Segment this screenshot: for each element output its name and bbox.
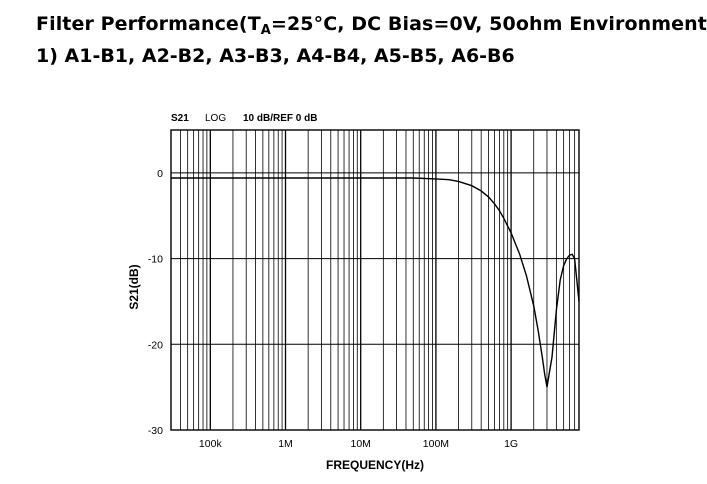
chart-grid bbox=[171, 130, 579, 430]
x-axis-label: FREQUENCY(Hz) bbox=[326, 458, 424, 472]
y-tick-label: -20 bbox=[148, 339, 163, 351]
x-tick-label: 100k bbox=[199, 438, 223, 450]
y-tick-label: -30 bbox=[148, 425, 163, 437]
chart-subtitle: 1) A1-B1, A2-B2, A3-B3, A4-B4, A5-B5, A6… bbox=[36, 45, 515, 67]
x-tick-label: 1M bbox=[278, 438, 293, 450]
x-tick-label: 100M bbox=[423, 438, 449, 450]
plot-frame bbox=[170, 129, 580, 431]
header-format: LOG bbox=[205, 113, 226, 124]
header-param: S21 bbox=[171, 113, 189, 124]
x-tick-labels: 100k 1M 10M 100M 1G bbox=[199, 438, 518, 450]
header-scale: 10 dB/REF 0 dB bbox=[243, 113, 317, 124]
x-tick-label: 10M bbox=[350, 438, 370, 450]
chart-title: Filter Performance(TA=25°C, DC Bias=0V, … bbox=[36, 13, 707, 38]
x-tick-label: 1G bbox=[504, 438, 518, 450]
y-tick-label: 0 bbox=[157, 168, 163, 180]
y-axis-label: S21(dB) bbox=[127, 264, 141, 309]
s21-series-line bbox=[171, 177, 580, 388]
y-tick-labels: 0 -10 -20 -30 bbox=[148, 168, 163, 437]
y-tick-label: -10 bbox=[148, 254, 163, 266]
